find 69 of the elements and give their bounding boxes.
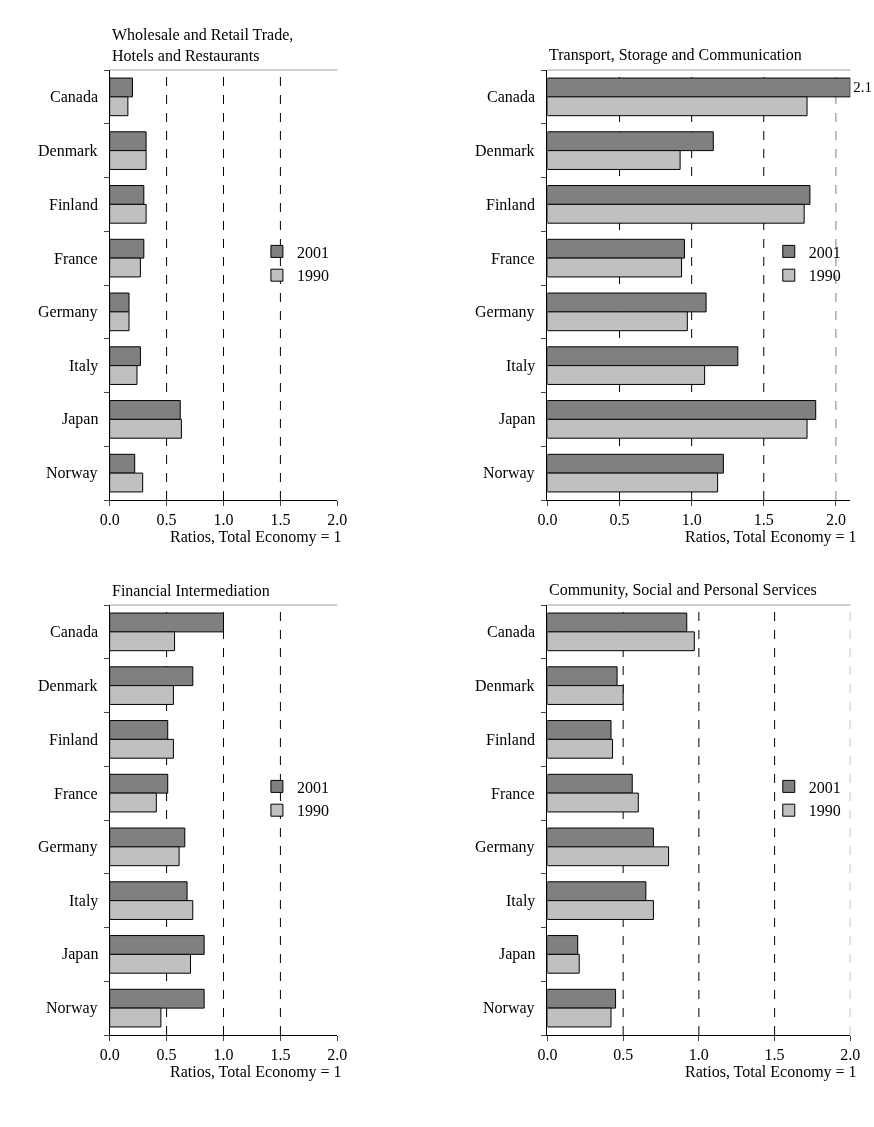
x-tick-label: 1.0 (213, 511, 234, 529)
y-tick-label: France (54, 250, 98, 267)
y-tick-label: Denmark (475, 677, 535, 694)
x-tick-label: 1.5 (270, 1046, 291, 1064)
y-tick-label: Germany (475, 838, 535, 856)
y-tick-label: Norway (46, 464, 98, 482)
x-tick-label: 0.5 (613, 1046, 634, 1064)
x-axis-title: Ratios, Total Economy = 1 (685, 1063, 857, 1081)
x-tick-label: 1.0 (213, 1046, 234, 1064)
x-tick-label: 0.0 (99, 511, 120, 529)
x-axis-title: Ratios, Total Economy = 1 (170, 1063, 342, 1081)
y-tick-label: France (491, 250, 535, 267)
x-tick-label: 0.0 (99, 1046, 120, 1064)
x-axis-title: Ratios, Total Economy = 1 (685, 528, 857, 546)
x-tick-label: 1.0 (681, 511, 702, 529)
y-tick-label: Finland (486, 731, 535, 748)
legend-label: 1990 (808, 802, 841, 820)
x-tick-label: 1.5 (753, 511, 774, 529)
x-tick-label: 1.5 (764, 1046, 785, 1064)
x-tick-label: 2.0 (840, 1046, 861, 1064)
y-tick-label: Japan (499, 410, 536, 428)
x-tick-label: 0.5 (156, 1046, 177, 1064)
y-tick-label: Norway (483, 464, 535, 482)
x-tick-label: 2.0 (327, 511, 348, 529)
y-tick-label: Italy (69, 357, 99, 375)
legend-label: 1990 (296, 802, 329, 820)
y-tick-label: France (54, 785, 98, 802)
y-tick-label: Italy (69, 892, 99, 910)
y-tick-label: France (491, 785, 535, 802)
y-tick-label: Canada (487, 623, 535, 640)
y-tick-label: Denmark (38, 142, 98, 159)
y-tick-label: Germany (38, 303, 98, 321)
chart-title: Transport, Storage and Communication (549, 46, 802, 64)
y-tick-label: Japan (62, 410, 99, 428)
x-tick-label: 0.5 (609, 511, 630, 529)
y-tick-label: Denmark (38, 677, 98, 694)
y-tick-label: Denmark (475, 142, 535, 159)
y-tick-label: Italy (506, 892, 536, 910)
legend-label: 2001 (296, 243, 329, 261)
x-tick-label: 0.5 (156, 511, 177, 529)
legend-label: 2001 (296, 778, 329, 796)
x-axis-title: Ratios, Total Economy = 1 (170, 528, 342, 546)
chart-title: Financial Intermediation (112, 582, 270, 599)
legend-label: 2001 (808, 778, 841, 796)
y-tick-label: Canada (50, 88, 98, 105)
x-tick-label: 1.5 (270, 511, 291, 529)
y-tick-label: Germany (475, 303, 535, 321)
y-tick-label: Canada (487, 88, 535, 105)
x-tick-label: 0.0 (537, 1046, 558, 1064)
legend-label: 1990 (296, 267, 329, 285)
legend-label: 2001 (808, 243, 841, 261)
legend-label: 1990 (808, 267, 841, 285)
y-tick-label: Norway (46, 999, 98, 1017)
x-tick-label: 0.0 (537, 511, 558, 529)
y-tick-label: Finland (486, 196, 535, 213)
y-tick-label: Italy (506, 357, 536, 375)
y-tick-label: Canada (50, 623, 98, 640)
y-tick-label: Germany (38, 838, 98, 856)
x-tick-label: 1.0 (688, 1046, 709, 1064)
x-tick-label: 2.0 (825, 511, 846, 529)
chart-title: Wholesale and Retail Trade, Hotels and Restaurants (112, 26, 294, 64)
data-label: 2.1 (853, 79, 873, 96)
y-tick-label: Finland (49, 731, 98, 748)
chart-title: Community, Social and Personal Services (549, 581, 817, 599)
y-tick-label: Japan (499, 945, 536, 963)
y-tick-label: Finland (49, 196, 98, 213)
y-tick-label: Norway (483, 999, 535, 1017)
y-tick-label: Japan (62, 945, 99, 963)
x-tick-label: 2.0 (327, 1046, 348, 1064)
